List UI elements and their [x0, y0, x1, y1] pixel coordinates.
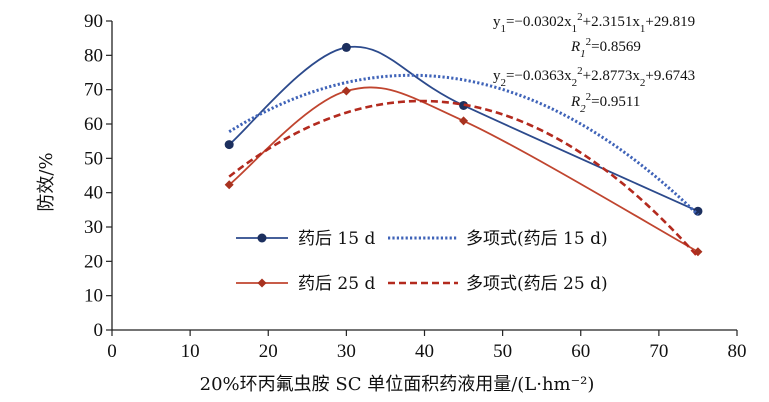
y-axis-title: 防效/%: [36, 152, 57, 211]
x-axis-title: 20%环丙氟虫胺 SC 单位面积药液用量/(L·hm⁻²): [200, 374, 595, 395]
data-point: [459, 116, 469, 126]
legend-item-4: 多项式(药后 25 d): [388, 274, 608, 294]
legend: 药后 15 d 多项式(药后 15 d) 药后 25 d 多项式(药后 25 d): [236, 229, 608, 294]
r-squared-r2: R22=0.9511: [570, 91, 640, 115]
y-tick-label: 20: [84, 251, 103, 272]
y-tick-label: 40: [84, 183, 103, 204]
x-tick-label: 40: [415, 341, 434, 362]
series-1: [224, 42, 703, 216]
axes: 0 10 20 30 40 50 60 70 80 90 0 10 20 30 40 50 60 70 80: [84, 11, 747, 362]
y-tick-label: 10: [84, 286, 103, 307]
equation-eq2: y2=−0.0363x22+2.8773x2+9.6743: [493, 65, 695, 89]
x-tick-label: 10: [181, 341, 200, 362]
legend-label: 多项式(药后 15 d): [466, 229, 608, 249]
y-tick-label: 70: [84, 80, 103, 101]
x-tick-label: 70: [649, 341, 668, 362]
x-tick-label: 0: [107, 341, 117, 362]
legend-marker: [257, 278, 267, 288]
legend-label: 多项式(药后 25 d): [466, 274, 608, 294]
legend-label: 药后 25 d: [298, 274, 375, 294]
legend-item-2: 药后 25 d: [236, 274, 375, 294]
series-2: [224, 86, 703, 257]
y-tick-label: 50: [84, 148, 103, 169]
data-point: [693, 206, 703, 216]
y-tick-label: 90: [84, 11, 103, 32]
data-point: [224, 180, 234, 190]
x-tick-label: 30: [337, 341, 356, 362]
legend-label: 药后 15 d: [298, 229, 375, 249]
equation-eq1: y1=−0.0302x12+2.3151x1+29.819: [493, 11, 695, 35]
y-tick-label: 80: [84, 45, 103, 66]
data-point: [341, 42, 351, 52]
series-4: [228, 99, 699, 258]
data-point: [341, 86, 351, 96]
trendline-4: [228, 99, 699, 258]
legend-item-1: 药后 15 d: [236, 229, 375, 249]
legend-item-3: 多项式(药后 15 d): [388, 229, 608, 249]
series-line-2: [228, 86, 699, 253]
data-point: [224, 140, 234, 150]
y-tick-label: 0: [94, 320, 104, 341]
y-tick-label: 30: [84, 217, 103, 238]
r-squared-r1: R12=0.8569: [570, 36, 641, 60]
series-layer: [224, 42, 703, 258]
x-tick-label: 20: [259, 341, 278, 362]
x-tick-label: 60: [571, 341, 590, 362]
legend-marker: [257, 233, 267, 243]
x-tick-label: 80: [728, 341, 747, 362]
series-line-1: [228, 45, 699, 213]
y-tick-label: 60: [84, 114, 103, 135]
x-tick-label: 50: [493, 341, 512, 362]
